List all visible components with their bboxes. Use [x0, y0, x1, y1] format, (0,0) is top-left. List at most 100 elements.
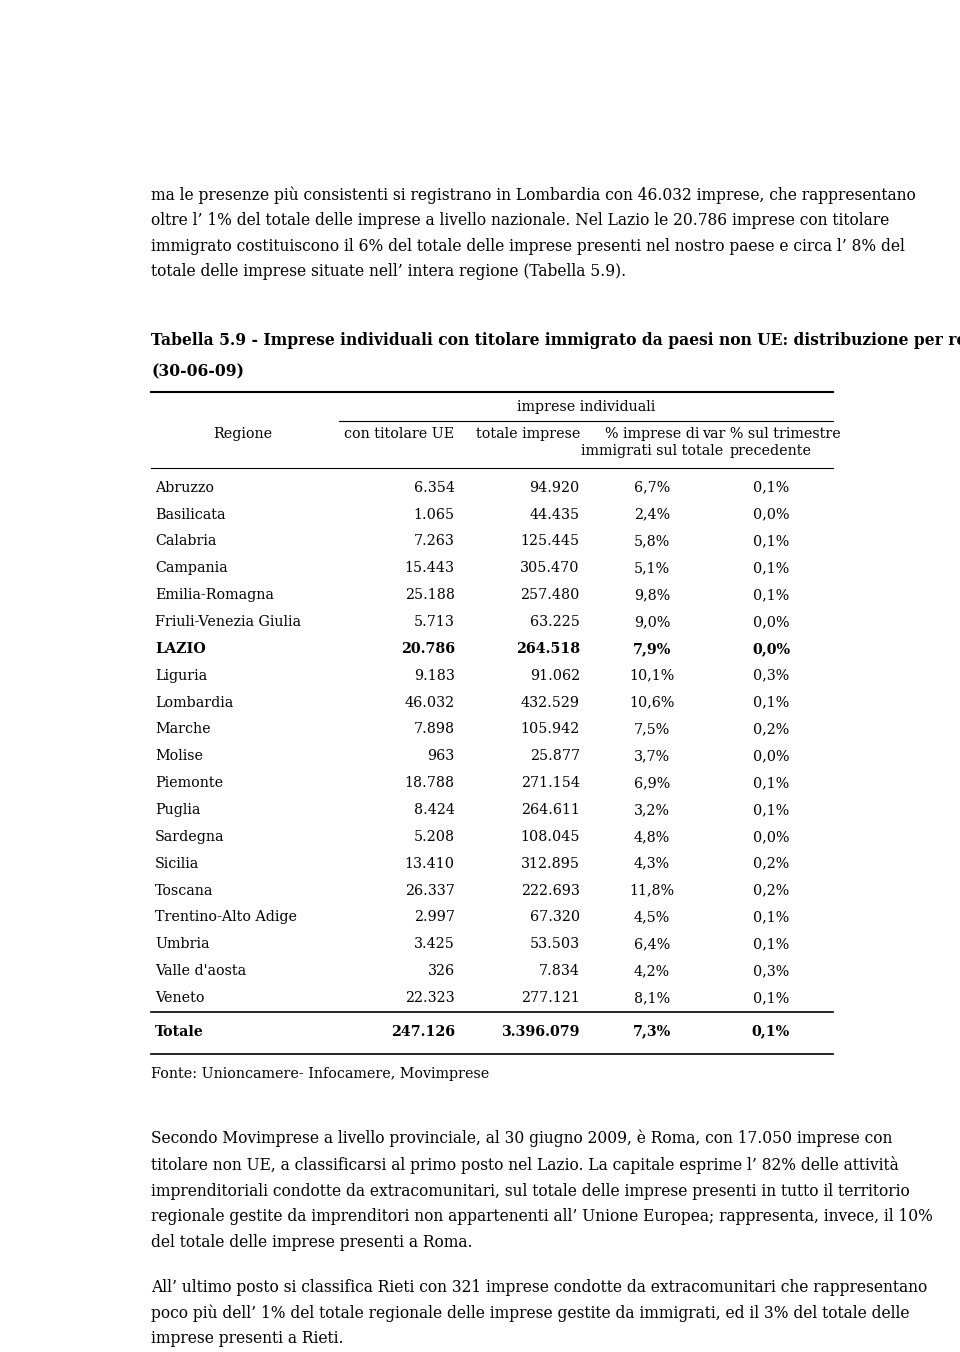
Text: 13.410: 13.410: [405, 857, 455, 871]
Text: 3.425: 3.425: [414, 937, 455, 952]
Text: Fonte: Unioncamere- Infocamere, Movimprese: Fonte: Unioncamere- Infocamere, Movimpre…: [152, 1067, 490, 1082]
Text: 3,2%: 3,2%: [634, 803, 670, 817]
Text: Emilia-Romagna: Emilia-Romagna: [155, 588, 274, 602]
Text: 6.354: 6.354: [414, 481, 455, 495]
Text: 0,3%: 0,3%: [753, 669, 789, 683]
Text: con titolare UE: con titolare UE: [344, 427, 454, 441]
Text: 0,0%: 0,0%: [753, 749, 789, 764]
Text: Trentino-Alto Adige: Trentino-Alto Adige: [155, 910, 297, 925]
Text: 0,1%: 0,1%: [753, 937, 789, 952]
Text: 125.445: 125.445: [520, 534, 580, 549]
Text: var % sul trimestre
precedente: var % sul trimestre precedente: [702, 427, 840, 458]
Text: 1.065: 1.065: [414, 507, 455, 522]
Text: 271.154: 271.154: [520, 776, 580, 790]
Text: 8.424: 8.424: [414, 803, 455, 817]
Text: 222.693: 222.693: [521, 883, 580, 898]
Text: (30-06-09): (30-06-09): [152, 364, 244, 380]
Text: 9,0%: 9,0%: [634, 615, 670, 629]
Text: ma le presenze più consistenti si registrano in Lombardia con 46.032 imprese, ch: ma le presenze più consistenti si regist…: [152, 187, 916, 280]
Text: 0,0%: 0,0%: [752, 642, 790, 656]
Text: 44.435: 44.435: [530, 507, 580, 522]
Text: 247.126: 247.126: [391, 1025, 455, 1038]
Text: 7.898: 7.898: [414, 722, 455, 737]
Text: 0,0%: 0,0%: [753, 615, 789, 629]
Text: Veneto: Veneto: [155, 991, 204, 1005]
Text: 7,9%: 7,9%: [633, 642, 671, 656]
Text: 9.183: 9.183: [414, 669, 455, 683]
Text: 4,8%: 4,8%: [634, 830, 670, 844]
Text: 7.263: 7.263: [414, 534, 455, 549]
Text: Toscana: Toscana: [155, 883, 213, 898]
Text: % imprese di
immigrati sul totale: % imprese di immigrati sul totale: [581, 427, 723, 458]
Text: Totale: Totale: [155, 1025, 204, 1038]
Text: 277.121: 277.121: [521, 991, 580, 1005]
Text: totale imprese: totale imprese: [475, 427, 580, 441]
Text: Sardegna: Sardegna: [155, 830, 225, 844]
Text: 264.518: 264.518: [516, 642, 580, 656]
Text: 9,8%: 9,8%: [634, 588, 670, 602]
Text: 264.611: 264.611: [520, 803, 580, 817]
Text: 0,1%: 0,1%: [753, 534, 789, 549]
Text: 0,1%: 0,1%: [753, 991, 789, 1005]
Text: 94.920: 94.920: [530, 481, 580, 495]
Text: Regione: Regione: [213, 427, 273, 441]
Text: 105.942: 105.942: [520, 722, 580, 737]
Text: Calabria: Calabria: [155, 534, 216, 549]
Text: 5,8%: 5,8%: [634, 534, 670, 549]
Text: Basilicata: Basilicata: [155, 507, 226, 522]
Text: 6,7%: 6,7%: [634, 481, 670, 495]
Text: All’ ultimo posto si classifica Rieti con 321 imprese condotte da extracomunitar: All’ ultimo posto si classifica Rieti co…: [152, 1279, 927, 1348]
Text: 6,9%: 6,9%: [634, 776, 670, 790]
Text: Umbria: Umbria: [155, 937, 209, 952]
Text: 0,1%: 0,1%: [753, 776, 789, 790]
Text: 0,1%: 0,1%: [753, 695, 789, 710]
Text: 108.045: 108.045: [520, 830, 580, 844]
Text: 0,1%: 0,1%: [753, 803, 789, 817]
Text: 22.323: 22.323: [405, 991, 455, 1005]
Text: 11,8%: 11,8%: [630, 883, 675, 898]
Text: 3,7%: 3,7%: [634, 749, 670, 764]
Text: Molise: Molise: [155, 749, 203, 764]
Text: 257.480: 257.480: [520, 588, 580, 602]
Text: 2,4%: 2,4%: [634, 507, 670, 522]
Text: Piemonte: Piemonte: [155, 776, 223, 790]
Text: 10,1%: 10,1%: [630, 669, 675, 683]
Text: 10,6%: 10,6%: [629, 695, 675, 710]
Text: 53.503: 53.503: [530, 937, 580, 952]
Text: Sicilia: Sicilia: [155, 857, 200, 871]
Text: 0,1%: 0,1%: [753, 910, 789, 925]
Text: Tabella 5.9 - Imprese individuali con titolare immigrato da paesi non UE: distri: Tabella 5.9 - Imprese individuali con ti…: [152, 333, 960, 349]
Text: 18.788: 18.788: [405, 776, 455, 790]
Text: imprese individuali: imprese individuali: [517, 400, 656, 414]
Text: 15.443: 15.443: [405, 561, 455, 575]
Text: 26.337: 26.337: [405, 883, 455, 898]
Text: 7,5%: 7,5%: [634, 722, 670, 737]
Text: 4,3%: 4,3%: [634, 857, 670, 871]
Text: 0,1%: 0,1%: [753, 481, 789, 495]
Text: Lombardia: Lombardia: [155, 695, 233, 710]
Text: 312.895: 312.895: [520, 857, 580, 871]
Text: 2.997: 2.997: [414, 910, 455, 925]
Text: Campania: Campania: [155, 561, 228, 575]
Text: 0,1%: 0,1%: [752, 1025, 790, 1038]
Text: 7,3%: 7,3%: [633, 1025, 671, 1038]
Text: Secondo Movimprese a livello provinciale, al 30 giugno 2009, è Roma, con 17.050 : Secondo Movimprese a livello provinciale…: [152, 1130, 933, 1251]
Text: 963: 963: [427, 749, 455, 764]
Text: 91.062: 91.062: [530, 669, 580, 683]
Text: LAZIO: LAZIO: [155, 642, 205, 656]
Text: 0,3%: 0,3%: [753, 964, 789, 977]
Text: Friuli-Venezia Giulia: Friuli-Venezia Giulia: [155, 615, 301, 629]
Text: 432.529: 432.529: [520, 695, 580, 710]
Text: 20.786: 20.786: [400, 642, 455, 656]
Text: 63.225: 63.225: [530, 615, 580, 629]
Text: Puglia: Puglia: [155, 803, 201, 817]
Text: 0,1%: 0,1%: [753, 561, 789, 575]
Text: 0,1%: 0,1%: [753, 588, 789, 602]
Text: 0,2%: 0,2%: [753, 857, 789, 871]
Text: 4,2%: 4,2%: [634, 964, 670, 977]
Text: 25.188: 25.188: [405, 588, 455, 602]
Text: 67.320: 67.320: [530, 910, 580, 925]
Text: 4,5%: 4,5%: [634, 910, 670, 925]
Text: Liguria: Liguria: [155, 669, 207, 683]
Text: 46.032: 46.032: [405, 695, 455, 710]
